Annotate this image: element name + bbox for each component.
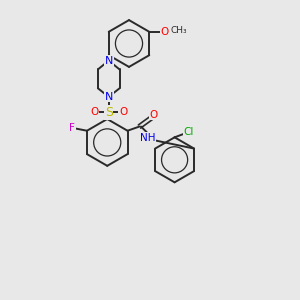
Text: O: O: [90, 107, 98, 117]
Text: S: S: [105, 106, 113, 119]
Text: O: O: [119, 107, 127, 117]
Text: N: N: [104, 92, 113, 102]
Text: O: O: [161, 27, 169, 37]
Text: CH₃: CH₃: [171, 26, 188, 35]
Text: NH: NH: [140, 133, 156, 143]
Text: O: O: [150, 110, 158, 120]
Text: N: N: [104, 56, 113, 66]
Text: Cl: Cl: [184, 127, 194, 137]
Text: F: F: [69, 123, 75, 133]
